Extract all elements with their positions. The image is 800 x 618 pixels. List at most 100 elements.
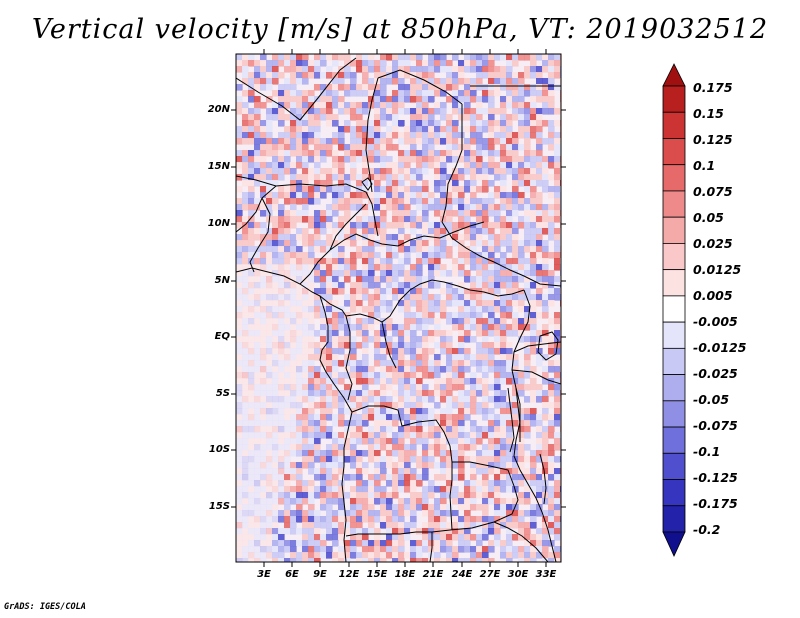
field-cell xyxy=(470,300,477,307)
field-cell xyxy=(380,456,387,463)
field-cell xyxy=(542,456,549,463)
field-cell xyxy=(404,318,411,325)
field-cell xyxy=(446,528,453,535)
field-cell xyxy=(464,102,471,109)
field-cell xyxy=(506,276,513,283)
field-cell xyxy=(272,300,279,307)
field-cell xyxy=(320,174,327,181)
field-cell xyxy=(464,252,471,259)
field-cell xyxy=(548,504,555,511)
field-cell xyxy=(476,282,483,289)
field-cell xyxy=(320,450,327,457)
field-cell xyxy=(476,390,483,397)
field-cell xyxy=(530,90,537,97)
field-cell xyxy=(476,114,483,121)
field-cell xyxy=(398,402,405,409)
field-cell xyxy=(248,210,255,217)
field-cell xyxy=(404,432,411,439)
field-cell xyxy=(386,360,393,367)
field-cell xyxy=(266,114,273,121)
field-cell xyxy=(398,72,405,79)
field-cell xyxy=(554,162,561,169)
field-cell xyxy=(488,228,495,235)
field-cell xyxy=(272,396,279,403)
field-cell xyxy=(236,126,243,133)
field-cell xyxy=(428,456,435,463)
field-cell xyxy=(386,144,393,151)
field-cell xyxy=(266,510,273,517)
field-cell xyxy=(518,324,525,331)
field-cell xyxy=(392,366,399,373)
field-cell xyxy=(374,186,381,193)
field-cell xyxy=(518,276,525,283)
field-cell xyxy=(476,66,483,73)
field-cell xyxy=(278,366,285,373)
field-cell xyxy=(344,474,351,481)
field-cell xyxy=(296,264,303,271)
field-cell xyxy=(482,402,489,409)
field-cell xyxy=(434,252,441,259)
field-cell xyxy=(452,258,459,265)
field-cell xyxy=(362,180,369,187)
field-cell xyxy=(494,528,501,535)
field-cell xyxy=(530,306,537,313)
field-cell xyxy=(530,114,537,121)
field-cell xyxy=(416,96,423,103)
field-cell xyxy=(482,180,489,187)
field-cell xyxy=(380,432,387,439)
field-cell xyxy=(518,240,525,247)
field-cell xyxy=(416,216,423,223)
field-cell xyxy=(464,402,471,409)
field-cell xyxy=(368,558,375,562)
field-cell xyxy=(290,114,297,121)
field-cell xyxy=(422,336,429,343)
field-cell xyxy=(302,162,309,169)
field-cell xyxy=(482,72,489,79)
field-cell xyxy=(290,258,297,265)
field-cell xyxy=(506,540,513,547)
field-cell xyxy=(380,558,387,562)
field-cell xyxy=(254,72,261,79)
field-cell xyxy=(278,234,285,241)
field-cell xyxy=(494,258,501,265)
field-cell xyxy=(530,192,537,199)
field-cell xyxy=(278,252,285,259)
field-cell xyxy=(326,288,333,295)
field-cell xyxy=(476,426,483,433)
field-cell xyxy=(530,240,537,247)
field-cell xyxy=(452,378,459,385)
field-cell xyxy=(266,66,273,73)
field-cell xyxy=(506,264,513,271)
field-cell xyxy=(308,150,315,157)
field-cell xyxy=(410,450,417,457)
field-cell xyxy=(272,324,279,331)
field-cell xyxy=(404,72,411,79)
field-cell xyxy=(482,432,489,439)
field-cell xyxy=(278,540,285,547)
field-cell xyxy=(350,540,357,547)
field-cell xyxy=(302,252,309,259)
field-cell xyxy=(290,402,297,409)
field-cell xyxy=(272,450,279,457)
field-cell xyxy=(350,426,357,433)
field-cell xyxy=(482,66,489,73)
field-cell xyxy=(446,96,453,103)
field-cell xyxy=(464,234,471,241)
field-cell xyxy=(542,216,549,223)
field-cell xyxy=(272,456,279,463)
field-cell xyxy=(260,336,267,343)
map-title: Vertical velocity [m/s] at 850hPa, VT: 2… xyxy=(31,14,769,45)
field-cell xyxy=(548,474,555,481)
field-cell xyxy=(290,486,297,493)
field-cell xyxy=(488,264,495,271)
field-cell xyxy=(428,96,435,103)
field-cell xyxy=(488,168,495,175)
field-cell xyxy=(452,150,459,157)
field-cell xyxy=(554,252,561,259)
field-cell xyxy=(392,60,399,67)
field-cell xyxy=(422,462,429,469)
field-cell xyxy=(416,66,423,73)
field-cell xyxy=(260,264,267,271)
field-cell xyxy=(548,210,555,217)
field-cell xyxy=(404,186,411,193)
